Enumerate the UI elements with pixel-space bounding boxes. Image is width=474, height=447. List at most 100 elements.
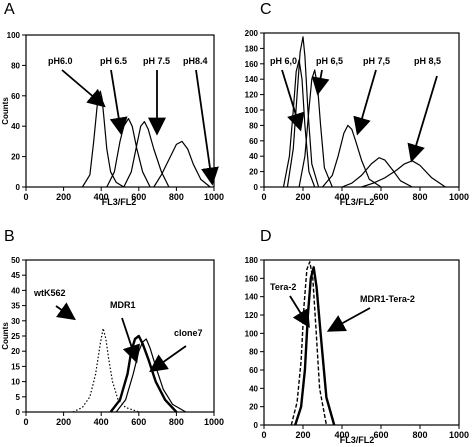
annotation-label: pH 6,5 (316, 56, 343, 66)
y-tick-label: 80 (249, 121, 258, 130)
panel-b: B 0 200 400 600 800 1000 0 5 10 15 20 25 30 35 40 45 50 Co… (1, 228, 224, 427)
x-tick-label: 1000 (449, 192, 469, 202)
y-tick-label: 140 (245, 75, 259, 84)
y-tick-label: 40 (11, 122, 20, 131)
y-tick-label: 30 (11, 317, 20, 326)
annotation-arrow (109, 69, 128, 136)
annotation-arrow (121, 317, 140, 364)
y-tick-label: 120 (245, 91, 259, 100)
series-line (322, 124, 382, 188)
y-tick-label: 100 (245, 106, 259, 115)
x-tick-label: 200 (56, 417, 71, 427)
x-axis-label: FL3/FL2 (102, 197, 137, 207)
annotation-label: pH 7.5 (143, 56, 170, 66)
y-tick-label: 180 (245, 256, 259, 265)
y-tick-label: 40 (249, 152, 258, 161)
annotation-arrow (281, 69, 305, 132)
annotation-arrow (289, 295, 310, 329)
annotation-arrow (407, 75, 438, 163)
y-tick-label: 25 (11, 332, 20, 341)
y-tick-label: 20 (11, 153, 20, 162)
x-tick-label: 400 (94, 192, 109, 202)
x-tick-label: 1000 (449, 430, 469, 440)
y-tick-label: 120 (245, 311, 259, 320)
panel-letter: B (4, 228, 15, 245)
y-tick-label: 10 (11, 378, 20, 387)
x-tick-label: 600 (373, 192, 388, 202)
x-tick-label: 600 (131, 417, 146, 427)
x-tick-label: 400 (334, 430, 349, 440)
plot-frame (25, 34, 215, 188)
y-tick-label: 20 (249, 168, 258, 177)
annotation-arrow (195, 69, 219, 186)
annotation-arrow (311, 69, 330, 96)
annotation-arrow (149, 345, 187, 373)
y-tick-label: 60 (11, 92, 20, 101)
y-tick-label: 160 (245, 60, 259, 69)
y-tick-label: 40 (249, 384, 258, 393)
y-tick-label: 35 (11, 302, 20, 311)
series-line (294, 266, 336, 426)
y-axis-label: Counts (1, 97, 10, 125)
y-tick-label: 60 (249, 366, 258, 375)
panel-a: A 0 200 400 600 800 1000 0 20 40 60 80 100 FL3/FL2 Cou… (1, 1, 224, 207)
y-axis-label: Counts (1, 322, 10, 350)
panel-d: D 0 200 400 600 800 1000 0 20 40 60 80 100 120 140 160 1… (245, 228, 469, 445)
x-tick-label: 0 (23, 192, 28, 202)
panel-letter: A (4, 1, 15, 18)
x-tick-label: 600 (131, 192, 146, 202)
x-tick-label: 1000 (204, 417, 224, 427)
y-tick-label: 5 (16, 393, 21, 402)
panel-letter: C (260, 1, 272, 18)
annotation-label: pH 8,5 (414, 56, 441, 66)
series-line (109, 334, 178, 413)
annotation-arrow (55, 302, 76, 321)
series-line (123, 120, 170, 188)
x-axis-label: FL3/FL2 (340, 197, 375, 207)
plot-frame (263, 259, 460, 426)
y-tick-label: 100 (7, 31, 21, 40)
y-tick-label: 80 (249, 348, 258, 357)
y-tick-label: 0 (16, 408, 21, 417)
annotation-label: MDR1 (110, 300, 136, 310)
y-tick-label: 80 (11, 61, 20, 70)
annotation-label: Tera-2 (270, 282, 296, 292)
y-tick-label: 140 (245, 293, 259, 302)
x-tick-label: 0 (261, 430, 266, 440)
y-tick-label: 45 (11, 271, 20, 280)
annotation-label: wtK562 (33, 288, 66, 298)
x-tick-label: 400 (94, 417, 109, 427)
y-tick-label: 160 (245, 274, 259, 283)
annotation-label: MDR1-Tera-2 (360, 294, 415, 304)
y-tick-label: 50 (11, 256, 20, 265)
x-tick-label: 800 (412, 430, 427, 440)
panel-letter: D (260, 228, 272, 245)
series-line (341, 157, 413, 188)
y-tick-label: 0 (254, 421, 259, 430)
annotation-arrow (353, 69, 377, 136)
annotation-label: pH6.0 (48, 56, 73, 66)
series-line (115, 338, 187, 413)
y-tick-label: 15 (11, 362, 20, 371)
y-tick-label: 20 (249, 403, 258, 412)
y-tick-label: 60 (249, 137, 258, 146)
annotation-label: clone7 (174, 328, 203, 338)
y-tick-label: 180 (245, 44, 259, 53)
annotation-label: pH 7,5 (363, 56, 390, 66)
annotation-label: pH 6,0 (270, 56, 297, 66)
series-line (106, 117, 151, 188)
y-tick-label: 100 (245, 329, 259, 338)
annotation-arrow (61, 69, 106, 108)
x-tick-label: 800 (169, 417, 184, 427)
x-tick-label: 0 (23, 417, 28, 427)
x-tick-label: 800 (169, 192, 184, 202)
x-tick-label: 1000 (204, 192, 224, 202)
panel-c: C 0 200 400 600 800 1000 0 20 40 60 80 100 120 140 160 1… (245, 1, 469, 207)
y-tick-label: 40 (11, 286, 20, 295)
x-tick-label: 200 (295, 430, 310, 440)
series-line (290, 261, 328, 426)
annotation-arrow (326, 307, 371, 332)
y-tick-label: 0 (254, 183, 259, 192)
series-line (361, 160, 446, 188)
